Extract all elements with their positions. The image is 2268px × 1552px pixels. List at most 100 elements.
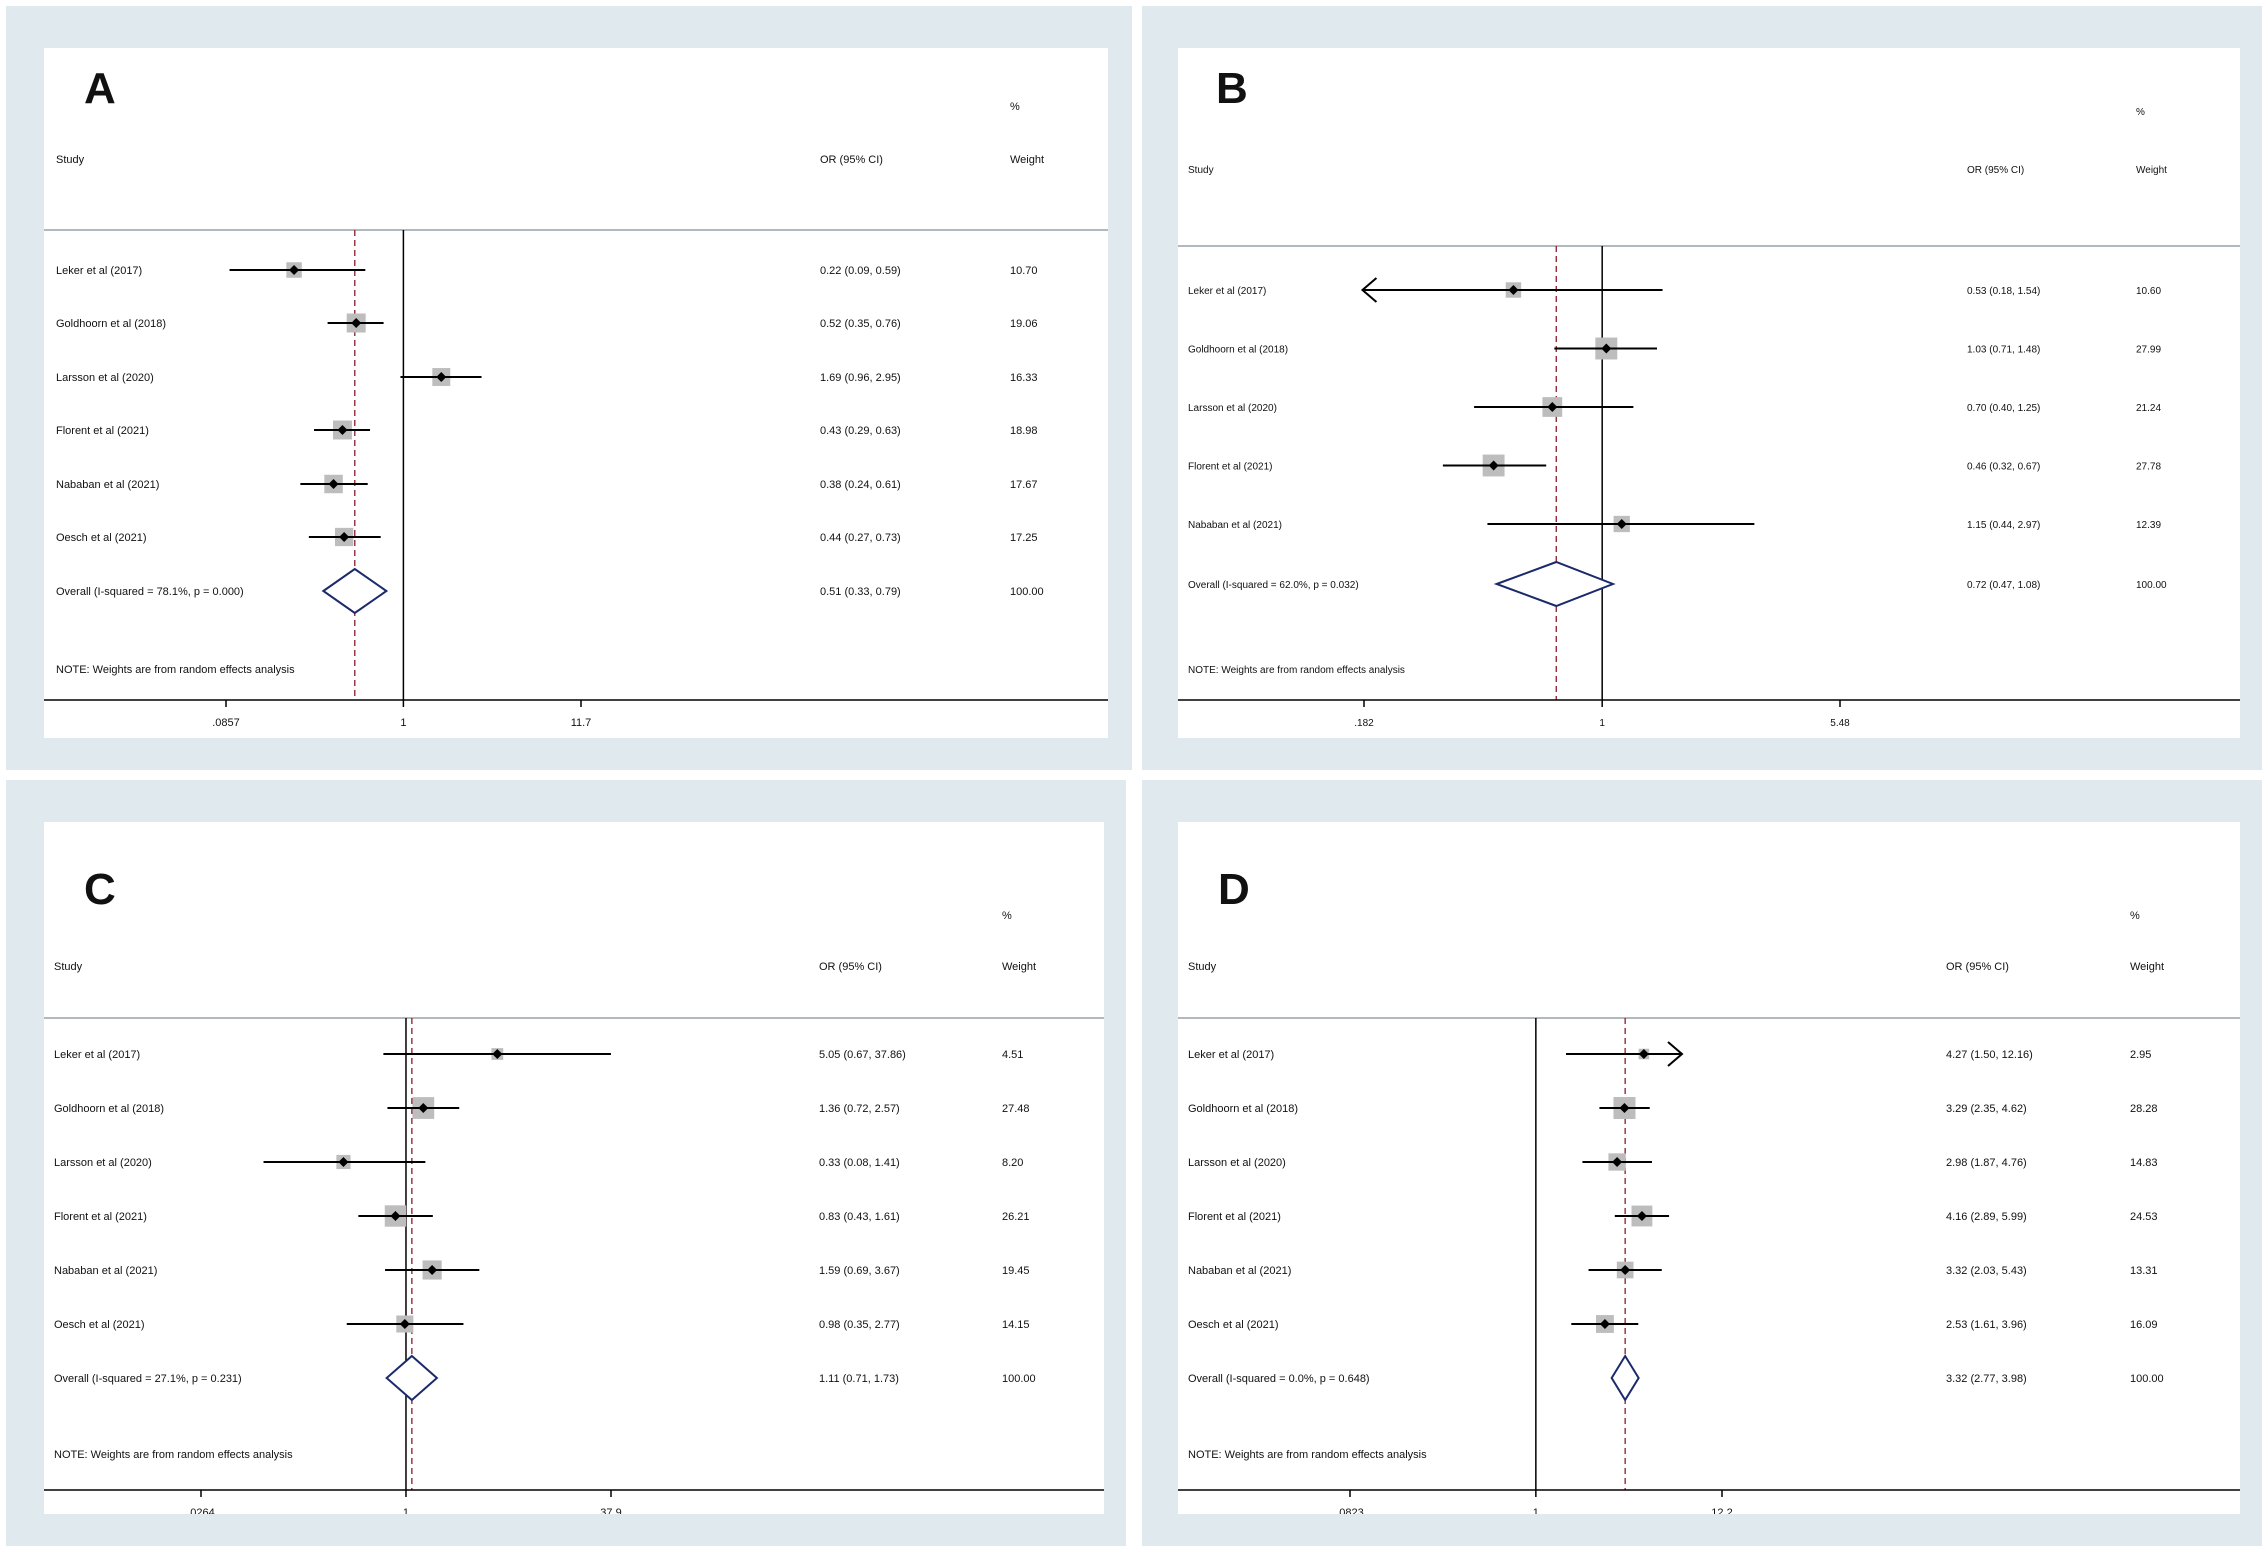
study-weight: 19.45: [1002, 1265, 1030, 1277]
study-row: Larsson et al (2020) 2.98 (1.87, 4.76) 14.…: [1188, 1153, 2158, 1171]
study-weight: 17.67: [1010, 479, 1038, 491]
study-row: Goldhoorn et al (2018) 3.29 (2.35, 4.62) 2…: [1188, 1096, 2158, 1120]
point-estimate: [1547, 402, 1558, 412]
point-estimate: [1638, 1049, 1649, 1059]
study-weight: 21.24: [2136, 403, 2161, 414]
overall-diamond: [321, 567, 389, 615]
overall-diamond: [1610, 1354, 1640, 1402]
study-row: Leker et al (2017) 4.27 (1.50, 12.16) 2.95: [1188, 1041, 2151, 1067]
study-or-ci: 1.69 (0.96, 2.95): [820, 372, 901, 384]
study-label: Nababan et al (2021): [54, 1265, 157, 1277]
arrow-left-icon: [1360, 277, 1378, 303]
x-tick-label: .0264: [187, 1507, 215, 1514]
study-label: Goldhoorn et al (2018): [1188, 345, 1288, 356]
x-tick-label: 1: [403, 1507, 409, 1514]
study-or-ci: 0.52 (0.35, 0.76): [820, 318, 901, 330]
point-estimate: [289, 265, 300, 275]
note-text: NOTE: Weights are from random effects an…: [54, 1449, 293, 1461]
study-weight: 27.99: [2136, 345, 2161, 356]
study-or-ci: 2.98 (1.87, 4.76): [1946, 1157, 2027, 1169]
study-or-ci: 0.43 (0.29, 0.63): [820, 425, 901, 437]
header-percent: %: [1002, 910, 1012, 922]
header-percent: %: [1010, 101, 1020, 113]
study-row: Oesch et al (2021) 2.53 (1.61, 3.96) 16.09: [1188, 1315, 2158, 1333]
study-row: Florent et al (2021) 0.43 (0.29, 0.63) 18.…: [56, 420, 1038, 440]
overall-diamond: [385, 1354, 439, 1402]
study-or-ci: 0.38 (0.24, 0.61): [820, 479, 901, 491]
header-weight: Weight: [2136, 165, 2167, 176]
point-estimate: [427, 1265, 438, 1275]
study-or-ci: 0.70 (0.40, 1.25): [1967, 403, 2040, 414]
study-label: Oesch et al (2021): [56, 532, 147, 544]
study-label: Larsson et al (2020): [56, 372, 154, 384]
point-estimate: [1620, 1265, 1631, 1275]
study-or-ci: 4.27 (1.50, 12.16): [1946, 1049, 2033, 1061]
study-weight: 12.39: [2136, 520, 2161, 531]
study-label: Nababan et al (2021): [1188, 1265, 1291, 1277]
overall-label: Overall (I-squared = 78.1%, p = 0.000): [56, 586, 244, 598]
forest-plot-b: B % Study OR (95% CI) Weight Leker et al (201…: [1178, 64, 2240, 729]
point-estimate: [328, 479, 339, 489]
header-study: Study: [1188, 961, 1217, 973]
header-percent: %: [2130, 910, 2140, 922]
forest-plot-d: D% Study OR (95% CI) Weight Leker et al (201…: [1178, 865, 2240, 1514]
study-or-ci: 3.29 (2.35, 4.62): [1946, 1103, 2027, 1115]
study-or-ci: 2.53 (1.61, 3.96): [1946, 1319, 2027, 1331]
overall-label: Overall (I-squared = 62.0%, p = 0.032): [1188, 580, 1359, 591]
point-estimate: [418, 1103, 429, 1113]
overall-label: Overall (I-squared = 0.0%, p = 0.648): [1188, 1373, 1370, 1385]
header-study: Study: [56, 154, 85, 166]
header-or-ci: OR (95% CI): [1946, 961, 2009, 973]
arrow-right-icon: [1667, 1041, 1684, 1067]
study-row: Oesch et al (2021) 0.44 (0.27, 0.73) 17.25: [56, 527, 1038, 547]
study-weight: 13.31: [2130, 1265, 2158, 1277]
forest-plot-a: A % Study OR (95% CI) Weight Leker et al (201…: [44, 64, 1108, 729]
study-weight: 24.53: [2130, 1211, 2158, 1223]
point-estimate: [339, 532, 350, 542]
study-label: Florent et al (2021): [54, 1211, 147, 1223]
point-estimate: [1599, 1319, 1610, 1329]
x-tick-label: 1: [400, 717, 406, 729]
study-label: Oesch et al (2021): [1188, 1319, 1279, 1331]
study-row: Oesch et al (2021) 0.98 (0.35, 2.77) 14.15: [54, 1315, 1030, 1333]
overall-or-ci: 0.72 (0.47, 1.08): [1967, 580, 2040, 591]
study-row: Larsson et al (2020) 0.33 (0.08, 1.41) 8.2…: [54, 1154, 1023, 1170]
header-study: Study: [54, 961, 83, 973]
x-tick-label: 11.7: [571, 717, 592, 729]
overall-weight: 100.00: [2130, 1373, 2164, 1385]
study-or-ci: 1.03 (0.71, 1.48): [1967, 345, 2040, 356]
forest-plot-c: C% Study OR (95% CI) Weight Leker et al (201…: [44, 865, 1104, 1514]
x-tick-label: 1: [1533, 1507, 1539, 1514]
overall-row: Overall (I-squared = 27.1%, p = 0.231) 1.…: [54, 1354, 1036, 1402]
study-weight: 26.21: [1002, 1211, 1030, 1223]
study-or-ci: 0.98 (0.35, 2.77): [819, 1319, 900, 1331]
point-estimate: [1488, 460, 1499, 471]
point-estimate: [1508, 285, 1519, 295]
study-row: Nababan et al (2021) 3.32 (2.03, 5.43) 13.…: [1188, 1261, 2158, 1279]
study-row: Nababan et al (2021) 0.38 (0.24, 0.61) 17.…: [56, 474, 1038, 494]
study-label: Oesch et al (2021): [54, 1319, 145, 1331]
panel-b: B% Study OR (95% CI) Weight Leker et al (201…: [1142, 6, 2262, 770]
point-estimate: [337, 425, 348, 435]
point-estimate: [436, 372, 447, 382]
study-label: Goldhoorn et al (2018): [54, 1103, 164, 1115]
study-label: Nababan et al (2021): [56, 479, 159, 491]
header-or-ci: OR (95% CI): [1967, 165, 2024, 176]
header-study: Study: [1188, 165, 1214, 176]
study-or-ci: 4.16 (2.89, 5.99): [1946, 1211, 2027, 1223]
x-tick-label: 37.9: [600, 1507, 621, 1514]
study-or-ci: 0.83 (0.43, 1.61): [819, 1211, 900, 1223]
header-weight: Weight: [1002, 961, 1036, 973]
study-label: Leker et al (2017): [1188, 286, 1266, 297]
study-or-ci: 5.05 (0.67, 37.86): [819, 1049, 906, 1061]
study-weight: 16.33: [1010, 372, 1038, 384]
overall-weight: 100.00: [1002, 1373, 1036, 1385]
overall-or-ci: 3.32 (2.77, 3.98): [1946, 1373, 2027, 1385]
study-weight: 17.25: [1010, 532, 1038, 544]
header-or-ci: OR (95% CI): [819, 961, 882, 973]
panel-a: A% Study OR (95% CI) Weight Leker et al (201…: [6, 6, 1132, 770]
header-percent: %: [2136, 107, 2145, 118]
overall-or-ci: 0.51 (0.33, 0.79): [820, 586, 901, 598]
study-label: Florent et al (2021): [1188, 462, 1273, 473]
note-text: NOTE: Weights are from random effects an…: [1188, 1449, 1427, 1461]
